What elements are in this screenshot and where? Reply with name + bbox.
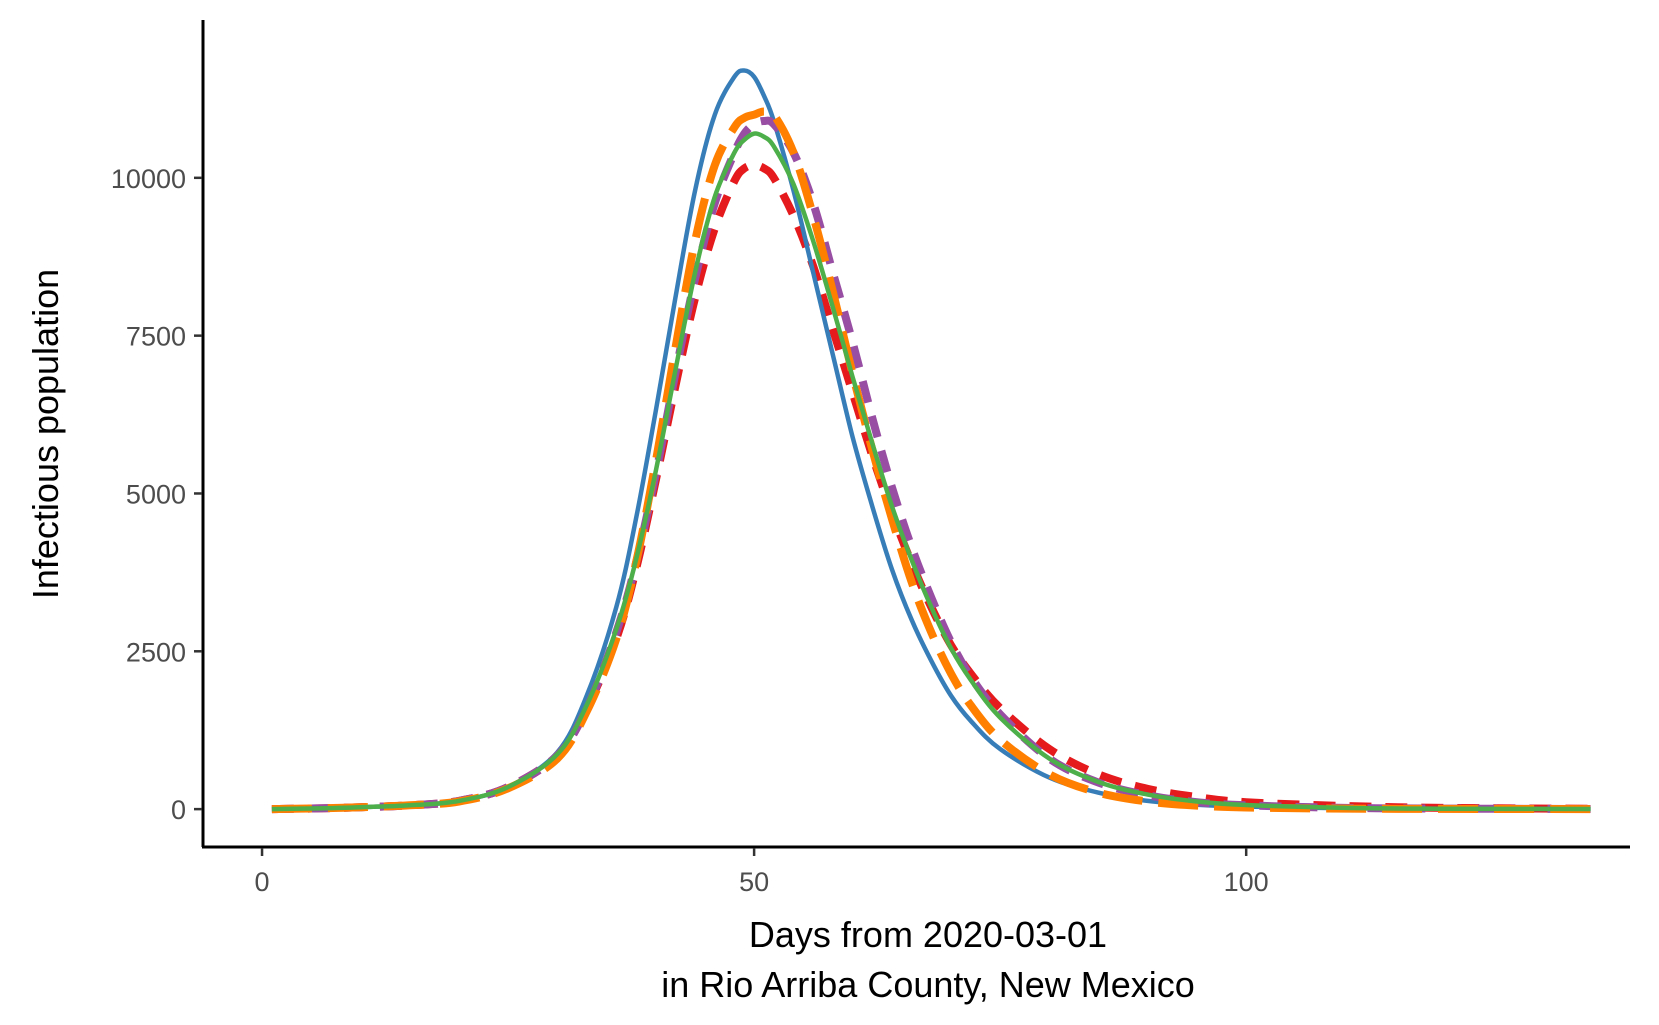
- y-tick-label: 5000: [126, 479, 186, 509]
- series-line-1: [271, 161, 1591, 814]
- y-tick-label: 0: [171, 795, 186, 825]
- x-tick-label: 0: [255, 867, 270, 897]
- series-layer: [271, 68, 1591, 814]
- series-line-2: [271, 68, 1591, 812]
- series-line-4: [271, 106, 1591, 814]
- y-tick-label: 10000: [111, 164, 186, 194]
- y-tick-label: 7500: [126, 322, 186, 352]
- x-axis-title-line-2: in Rio Arriba County, New Mexico: [661, 964, 1195, 1005]
- x-tick-label: 100: [1224, 867, 1269, 897]
- y-axis-title: Infectious population: [25, 269, 66, 599]
- x-tick-label: 50: [739, 867, 769, 897]
- ticks-layer: 0 50 100 0 2500 5000 7500 10000: [111, 164, 1269, 897]
- x-axis-title-line-1: Days from 2020-03-01: [749, 914, 1107, 955]
- y-tick-label: 2500: [126, 637, 186, 667]
- series-line-5: [271, 131, 1591, 812]
- series-line-3: [271, 116, 1591, 814]
